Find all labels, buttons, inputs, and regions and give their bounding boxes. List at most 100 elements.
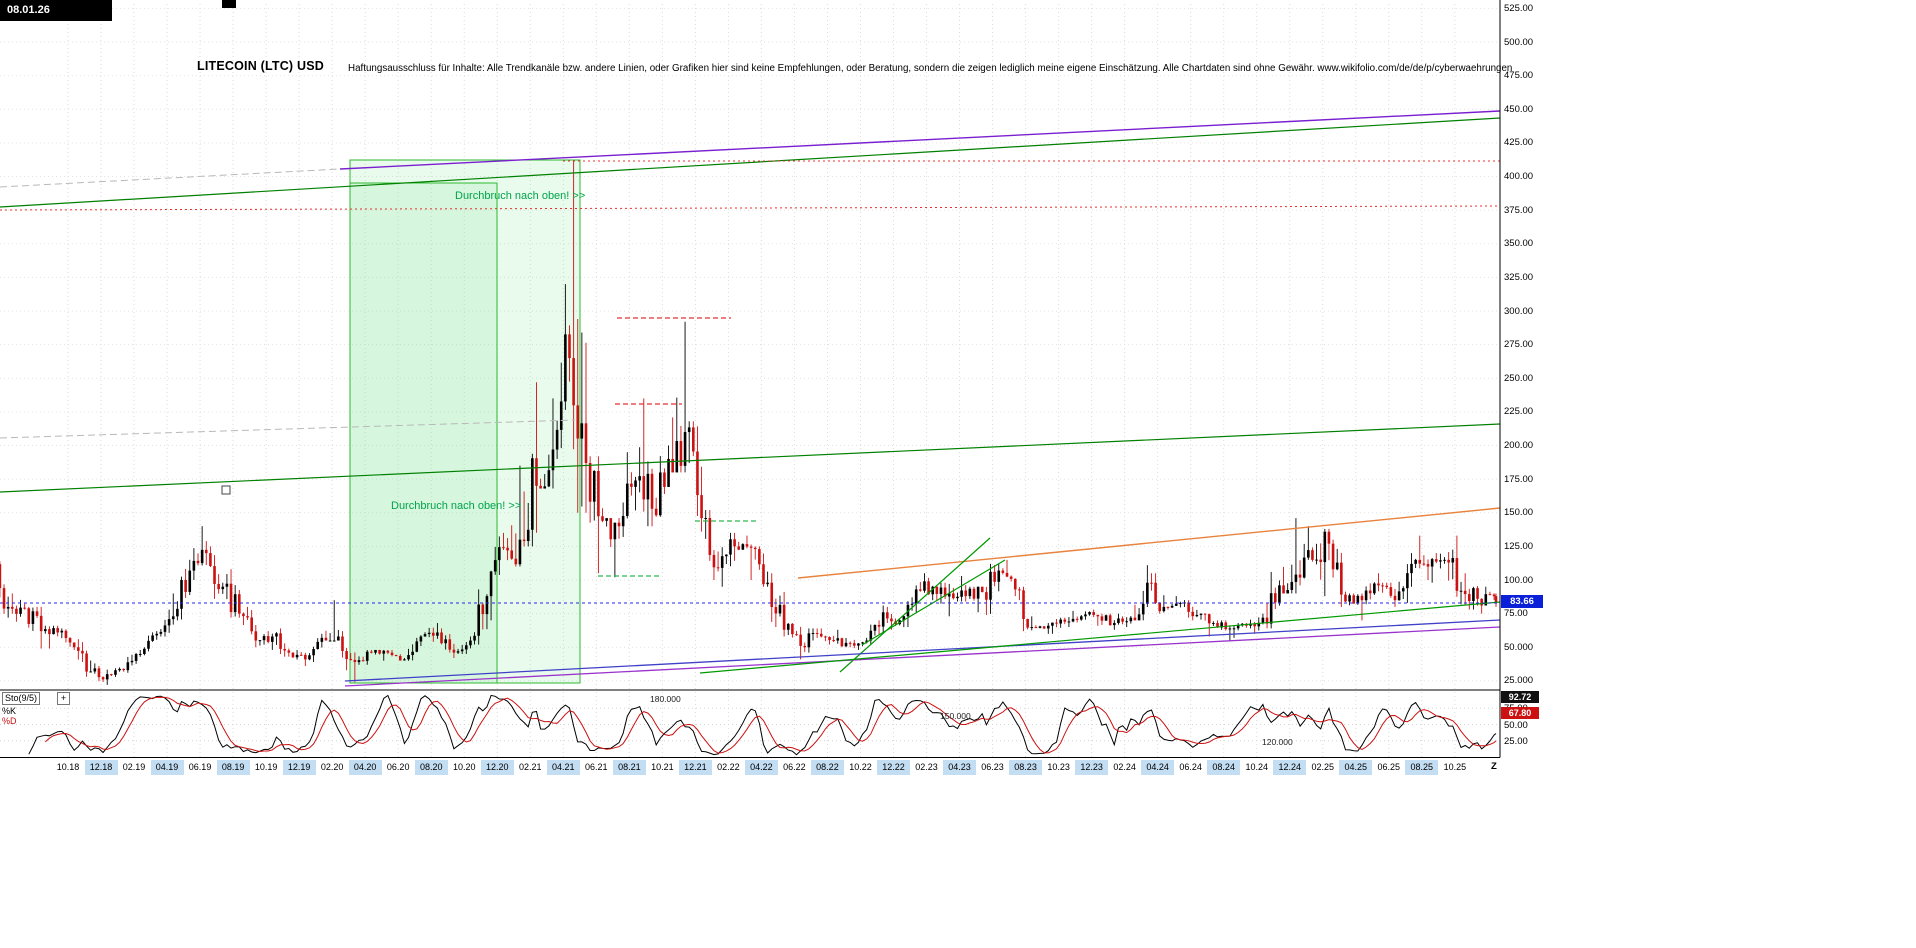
time-axis-label: 02.23	[915, 762, 938, 772]
candlesticks	[0, 160, 1498, 685]
time-axis-label: 04.20	[348, 760, 382, 775]
time-axis-label: 08.25	[1405, 760, 1439, 775]
time-axis-label: 12.19	[282, 760, 316, 775]
last-price-badge: 83.66	[1501, 595, 1543, 609]
time-axis-label: 02.20	[320, 762, 344, 772]
price-axis-label: 100.00	[1504, 574, 1534, 586]
breakout-zones	[349, 159, 581, 684]
time-axis-label: 10.24	[1245, 762, 1268, 772]
time-axis-label: 12.20	[480, 760, 514, 775]
time-axis-label: 06.24	[1179, 762, 1202, 772]
resistance-375-red-dotted[interactable]	[0, 205, 1500, 211]
trend-lines	[0, 110, 1500, 687]
time-axis-label: 02.21	[519, 762, 542, 772]
indicator-label[interactable]: Sto(9/5)	[2, 692, 41, 705]
price-axis-label: 25.000	[1504, 675, 1534, 687]
price-axis-label: 325.00	[1504, 271, 1534, 283]
trend-upper-gray-dashed[interactable]	[0, 168, 341, 188]
time-axis-label: 10.21	[651, 762, 674, 772]
support-green-long[interactable]	[699, 601, 1500, 674]
date-badge: 08.01.26	[0, 0, 112, 21]
time-axis-label: 08.22	[810, 760, 844, 775]
wedge-green-a[interactable]	[839, 537, 991, 673]
price-axis-label: 50.000	[1504, 641, 1534, 653]
time-axis-label: 12.22	[876, 760, 910, 775]
price-axis-label: 200.00	[1504, 440, 1534, 451]
time-axis-label: 06.25	[1377, 762, 1401, 772]
axis-z-label[interactable]: Z	[1491, 761, 1497, 772]
time-axis-label: 04.21	[546, 760, 580, 775]
price-axis-label: 525.00	[1504, 2, 1534, 14]
disclaimer-text: Haftungsausschluss für Inhalte: Alle Tre…	[348, 63, 1513, 74]
top-edge-marker	[222, 0, 236, 8]
time-axis-label: 10.20	[452, 762, 476, 772]
indicator-d-label: %D	[2, 716, 17, 726]
time-axis-label: 08.20	[414, 760, 448, 775]
time-axis-label: 12.23	[1075, 760, 1109, 775]
price-axis-label: 450.00	[1504, 103, 1534, 115]
price-axis-label: 475.00	[1504, 70, 1534, 82]
time-axis-label: 06.19	[188, 762, 212, 772]
time-axis-label: 06.23	[981, 762, 1004, 772]
gridlines	[0, 4, 1500, 757]
trend-upper-purple[interactable]	[339, 110, 1500, 170]
time-axis: 10.18 12.18 02.19 04.19 06.19 08.19 10.19 12.19…	[0, 760, 1550, 776]
time-axis-label: 04.22	[744, 760, 778, 775]
sto-axis-label: 50.00	[1504, 719, 1528, 731]
trend-mid-green[interactable]	[0, 423, 1500, 493]
trend-mid-gray-dashed[interactable]	[0, 419, 576, 439]
time-axis-label: 02.25	[1311, 762, 1335, 772]
support-violet[interactable]	[344, 626, 1500, 687]
time-axis-label: 08.24	[1207, 760, 1241, 775]
time-axis-label: 08.21	[612, 760, 646, 775]
trend-upper-green[interactable]	[0, 117, 1500, 208]
time-axis-label: 02.22	[717, 762, 740, 772]
support-blue[interactable]	[344, 619, 1500, 682]
sto-volume-annotation: 120.000	[1262, 737, 1293, 747]
time-axis-label: 10.18	[56, 762, 80, 772]
time-axis-label: 02.24	[1113, 762, 1136, 772]
breakout-zone-inner[interactable]	[349, 182, 498, 684]
time-axis-label: 06.22	[783, 762, 806, 772]
price-axis-label: 150.00	[1504, 507, 1534, 519]
time-axis-label: 10.19	[254, 762, 278, 772]
sto-d-value-badge: 67.80	[1501, 706, 1539, 719]
price-axis-label: 250.00	[1504, 372, 1534, 384]
sto-volume-annotation: 180.000	[650, 694, 681, 704]
wedge-green-b[interactable]	[861, 559, 1006, 646]
time-axis-label: 04.24	[1141, 760, 1175, 775]
price-axis-label: 375.00	[1504, 204, 1534, 216]
annotation-breakout-upper: Durchbruch nach oben! >>	[455, 190, 586, 202]
drawing-handle[interactable]	[221, 485, 231, 495]
time-axis-label: 10.25	[1443, 762, 1467, 772]
time-axis-label: 04.25	[1339, 760, 1373, 775]
price-axis-label: 175.00	[1504, 473, 1534, 485]
time-axis-label: 06.20	[386, 762, 410, 772]
trend-orange[interactable]	[797, 507, 1500, 579]
time-axis-label: 06.21	[585, 762, 608, 772]
price-axis-label: 300.00	[1504, 305, 1534, 317]
price-axis-label: 75.00	[1504, 608, 1528, 620]
time-axis-label: 10.23	[1047, 762, 1070, 772]
price-axis-label: 350.00	[1504, 238, 1534, 250]
price-axis-label: 275.00	[1504, 339, 1534, 351]
time-axis-label: 12.24	[1273, 760, 1307, 775]
price-axis-label: 425.00	[1504, 137, 1534, 149]
price-axis-label: 225.00	[1504, 406, 1534, 418]
price-axis-label: 500.00	[1504, 36, 1534, 48]
indicator-add-button[interactable]: +	[57, 692, 70, 705]
time-axis-label: 08.23	[1009, 760, 1043, 775]
time-axis-label: 12.18	[84, 760, 118, 775]
sto-axis-label: 25.00	[1504, 735, 1528, 747]
price-axis-label: 400.00	[1504, 171, 1534, 182]
time-axis-label: 10.22	[849, 762, 872, 772]
time-axis-label: 02.19	[122, 762, 146, 772]
time-axis-label: 12.21	[678, 760, 712, 775]
chart-title: LITECOIN (LTC) USD	[197, 59, 324, 73]
stochastic-lines	[28, 694, 1497, 756]
annotation-breakout-lower: Durchbruch nach oben! >>	[391, 500, 522, 512]
time-axis-label: 04.23	[943, 760, 977, 775]
time-axis-label: 04.19	[150, 760, 184, 775]
